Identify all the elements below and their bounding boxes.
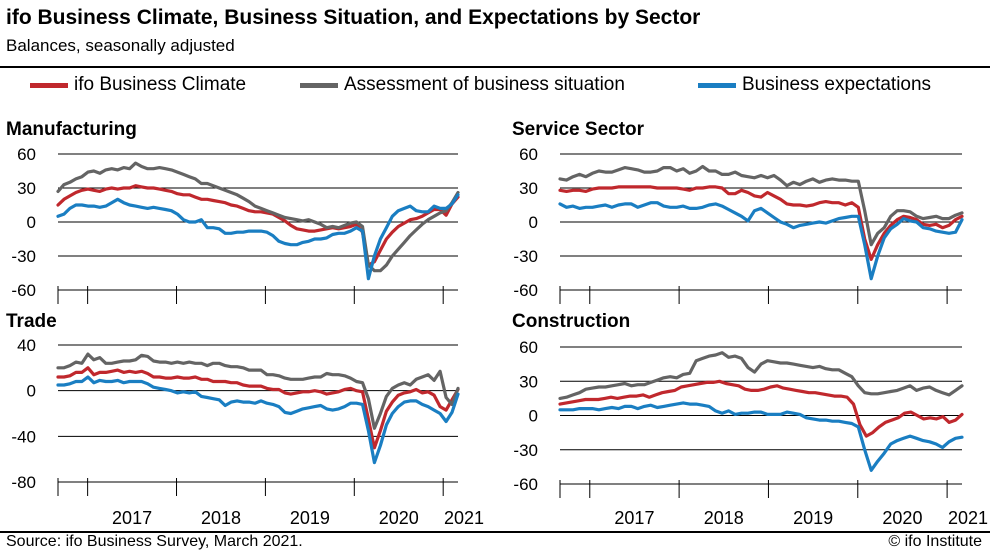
legend-item-expectations: Business expectations: [698, 74, 931, 96]
source-note: Source: ifo Business Survey, March 2021.: [6, 533, 303, 550]
y-tick-label: -30: [11, 247, 36, 266]
legend-swatch-expectations: [698, 82, 736, 88]
y-tick-label: -60: [513, 475, 538, 494]
y-tick-label: 60: [519, 145, 538, 164]
footer-rule: [0, 531, 990, 533]
x-tick-label: 2019: [290, 508, 330, 528]
y-tick-label: -60: [513, 281, 538, 300]
series-line-business-expectations: [56, 193, 460, 281]
legend-swatch-situation: [300, 82, 338, 88]
y-tick-label: 60: [17, 145, 36, 164]
copyright-note: © ifo Institute: [888, 533, 982, 550]
series-line-business-expectations: [558, 201, 964, 281]
legend-item-situation: Assessment of business situation: [300, 74, 625, 96]
legend-label-situation: Assessment of business situation: [344, 74, 625, 95]
chart-construction: Construction 60 30 0 -30 -60 2017 2018 2019 2020 2…: [512, 311, 988, 528]
panel-title: Construction: [512, 311, 630, 332]
y-tick-label: 40: [17, 336, 36, 355]
series-line-ifo-business-climate: [558, 379, 964, 438]
y-tick-label: -60: [11, 281, 36, 300]
legend-label-climate: ifo Business Climate: [74, 74, 247, 95]
x-tick-label: 2019: [793, 508, 833, 528]
x-tick-label: 2018: [201, 508, 241, 528]
y-tick-label: -30: [513, 441, 538, 460]
chart-service-sector: Service Sector 60 30 0 -30 -60: [512, 119, 964, 304]
y-tick-label: 30: [519, 372, 538, 391]
y-tick-label: 30: [519, 179, 538, 198]
panel-title: Service Sector: [512, 119, 645, 140]
legend-item-climate: ifo Business Climate: [30, 74, 246, 96]
x-tick-label: 2017: [112, 508, 152, 528]
series-line-assessment-of-business-situation: [558, 164, 964, 247]
y-tick-label: 30: [17, 179, 36, 198]
panel-title: Trade: [6, 311, 57, 332]
x-tick-label: 2020: [882, 508, 922, 528]
series-line-assessment-of-business-situation: [558, 351, 964, 400]
y-tick-label: 0: [529, 407, 538, 426]
series-line-assessment-of-business-situation: [56, 161, 460, 273]
x-tick-label: 2021: [948, 508, 988, 528]
series-line-business-expectations: [558, 401, 964, 472]
x-tick-label: 2018: [704, 508, 744, 528]
series-line-ifo-business-climate: [56, 184, 460, 267]
y-tick-label: -80: [11, 473, 36, 492]
page-subtitle: Balances, seasonally adjusted: [6, 36, 235, 55]
y-tick-label: -40: [11, 427, 36, 446]
y-tick-label: 0: [529, 213, 538, 232]
panel-title: Manufacturing: [6, 119, 137, 140]
series-line-business-expectations: [56, 375, 460, 465]
x-tick-label: 2021: [444, 508, 484, 528]
y-tick-label: 60: [519, 338, 538, 357]
chart-trade: Trade 40 0 -40 -80 2017 2018 2019 2020 2021: [6, 311, 484, 528]
legend-swatch-climate: [30, 82, 68, 88]
y-tick-label: 0: [27, 382, 36, 401]
series-line-assessment-of-business-situation: [56, 352, 460, 430]
series-line-ifo-business-climate: [558, 185, 964, 261]
header-rule: [0, 66, 990, 68]
series-line-ifo-business-climate: [56, 366, 460, 450]
y-tick-label: 0: [27, 213, 36, 232]
page-title: ifo Business Climate, Business Situation…: [6, 6, 701, 29]
x-tick-label: 2017: [614, 508, 654, 528]
legend: ifo Business Climate Assessment of busin…: [0, 74, 990, 102]
y-tick-label: -30: [513, 247, 538, 266]
x-tick-label: 2020: [379, 508, 419, 528]
chart-manufacturing: Manufacturing 60 30 0 -30 -60: [6, 119, 460, 304]
legend-label-expectations: Business expectations: [742, 74, 932, 95]
